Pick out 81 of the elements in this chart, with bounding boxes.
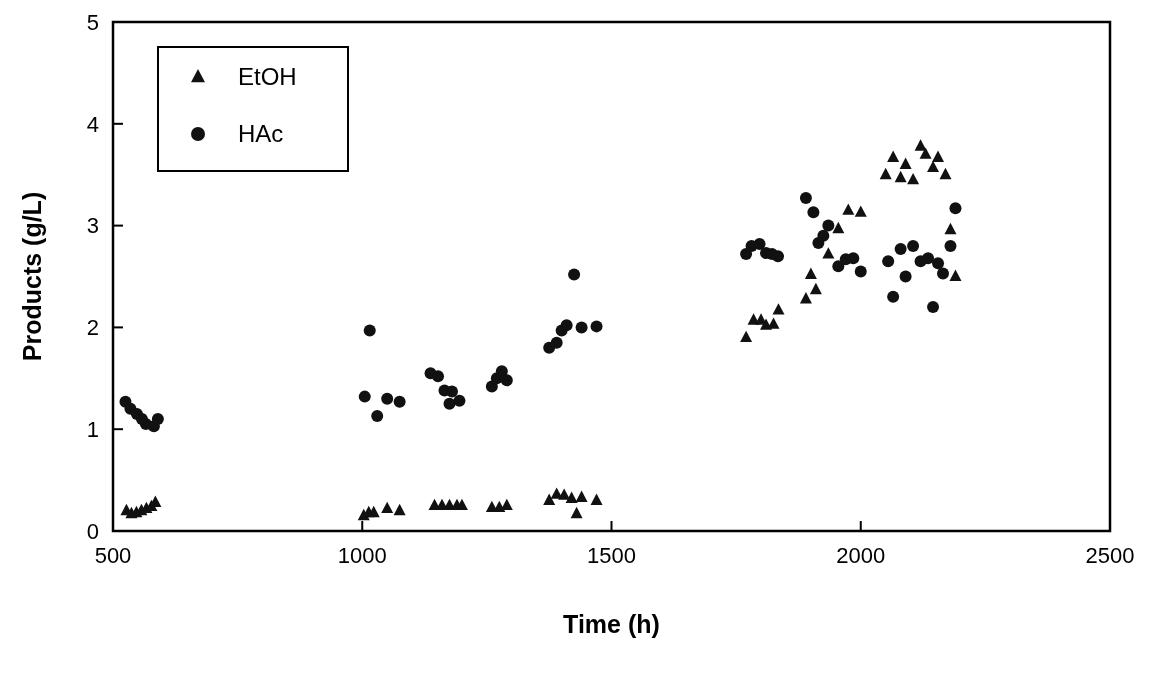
point [432, 370, 445, 383]
x-tick-label: 500 [94, 543, 132, 568]
legend-label: HAc [238, 120, 284, 148]
point [887, 290, 900, 303]
point [495, 365, 508, 378]
point [822, 247, 835, 259]
point [922, 252, 935, 265]
point [570, 506, 583, 519]
point [575, 321, 588, 334]
x-tick-label: 2500 [1085, 543, 1135, 568]
point [919, 147, 932, 159]
point [590, 320, 603, 333]
y-axis-title: Products (g/L) [18, 191, 46, 362]
point [854, 205, 867, 217]
x-tick-label: 1000 [337, 543, 387, 568]
point [944, 222, 957, 235]
point [887, 150, 900, 162]
point [809, 282, 822, 295]
point [500, 374, 513, 387]
point [358, 390, 371, 403]
point [847, 252, 860, 265]
point [854, 265, 867, 278]
point [381, 501, 394, 514]
y-tick-label: 4 [86, 111, 99, 137]
y-tick-label: 3 [86, 213, 99, 239]
point [560, 319, 573, 332]
point [550, 336, 563, 349]
point [740, 248, 753, 261]
point [899, 157, 912, 170]
y-tick-label: 5 [86, 9, 99, 35]
point [151, 413, 164, 426]
point [393, 503, 406, 516]
point [894, 170, 907, 183]
point [894, 243, 907, 256]
x-tick-label: 2000 [836, 543, 886, 568]
point [381, 392, 394, 405]
y-tick-label: 0 [86, 518, 99, 544]
point [927, 301, 940, 314]
point [453, 394, 466, 407]
x-axis-title: Time (h) [563, 610, 660, 638]
point [949, 202, 962, 215]
point [393, 395, 406, 408]
point [879, 167, 892, 180]
point [804, 267, 817, 279]
point [907, 172, 920, 185]
point [772, 303, 785, 315]
point [772, 250, 784, 263]
point [914, 139, 927, 151]
point [842, 203, 855, 215]
point [807, 206, 820, 219]
point [932, 257, 945, 270]
point [937, 267, 949, 280]
point [799, 192, 812, 205]
point [927, 160, 940, 173]
point [363, 324, 376, 337]
x-tick-label: 1500 [587, 543, 636, 568]
point [371, 409, 384, 422]
y-tick-label: 1 [86, 416, 99, 442]
point [575, 490, 588, 502]
point [565, 491, 578, 503]
point [590, 493, 603, 505]
point [817, 229, 830, 242]
y-tick-label: 2 [86, 315, 99, 341]
point [939, 167, 952, 180]
point [949, 269, 962, 281]
legend-label: EtOH [238, 63, 297, 91]
point [443, 397, 456, 410]
point [367, 505, 380, 518]
point [932, 150, 945, 162]
point [740, 330, 753, 343]
point [832, 260, 845, 273]
point [799, 292, 812, 304]
point [832, 221, 845, 234]
point [907, 239, 920, 252]
point [882, 255, 895, 268]
point [753, 237, 766, 250]
point [568, 268, 581, 281]
point [899, 270, 912, 283]
point [822, 219, 835, 232]
point [543, 493, 556, 505]
point [944, 239, 957, 252]
